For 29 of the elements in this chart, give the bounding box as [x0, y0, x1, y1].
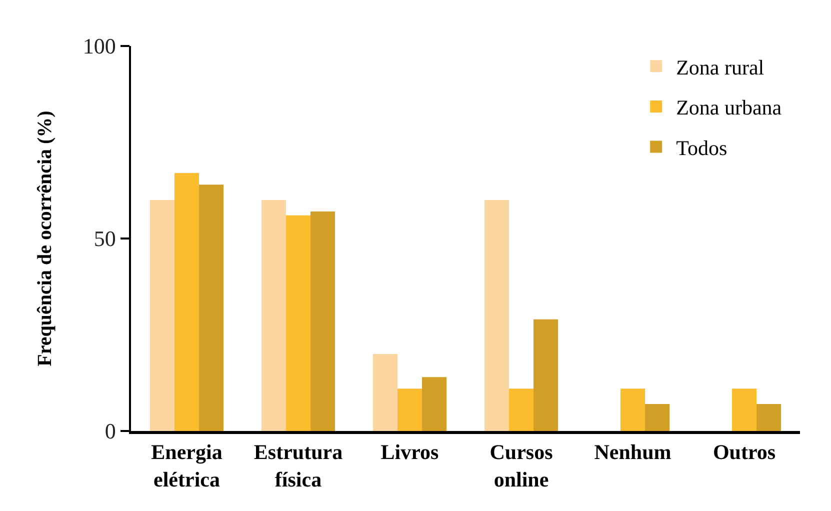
- bar: [620, 388, 646, 431]
- legend-label: Zona urbana: [676, 96, 782, 120]
- bar: [732, 388, 757, 431]
- legend-label: Zona rural: [676, 55, 764, 80]
- bar: [174, 173, 200, 431]
- bar: [484, 200, 509, 431]
- bar: [397, 388, 422, 431]
- x-tick-label: Nenhum: [594, 440, 672, 464]
- y-tick-label: 100: [82, 34, 116, 59]
- y-tick-label: 50: [94, 226, 116, 252]
- bar: [534, 319, 558, 431]
- x-tick-label: Livros: [380, 440, 439, 464]
- bar: [286, 215, 311, 431]
- bar: [261, 200, 286, 431]
- bar: [756, 404, 782, 431]
- x-tick-label: Energia elétrica: [151, 440, 223, 492]
- x-tick-label: Cursos online: [490, 440, 553, 492]
- bar: [310, 212, 336, 431]
- y-axis-title: Frequência de ocorrência (%): [34, 110, 56, 366]
- bar: [150, 200, 174, 431]
- bar: [422, 377, 447, 431]
- y-tick-label: 0: [104, 418, 116, 444]
- x-tick-label: Estrutura física: [254, 440, 344, 492]
- bar: [372, 354, 398, 431]
- bar: [645, 404, 670, 431]
- bar: [508, 388, 534, 431]
- legend-label: Todos: [676, 136, 728, 160]
- x-tick-label: Outros: [712, 440, 776, 464]
- bar: [199, 184, 224, 431]
